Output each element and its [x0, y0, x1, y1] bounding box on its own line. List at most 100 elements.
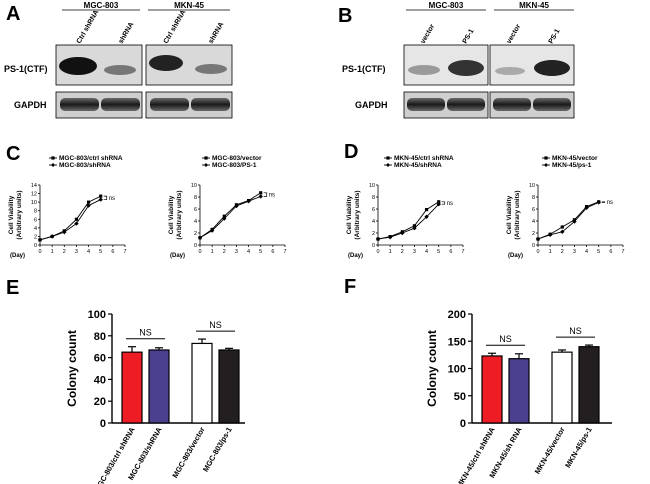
blot-a-lane-3: Ctrl shRNA: [163, 9, 188, 45]
data-point: [246, 199, 251, 204]
blot-a-lane-2: shRNA: [118, 21, 136, 45]
data-point: [584, 205, 589, 210]
data-point: [222, 214, 226, 218]
y-axis-label-units: (Arbitrary units): [176, 190, 183, 239]
y-axis-label: Cell Viability: [168, 195, 175, 234]
x-tick-label: 3: [573, 249, 576, 255]
x-tick-label: 5: [99, 249, 102, 255]
bar: [148, 349, 170, 424]
x-tick-label: 1: [549, 249, 552, 255]
blot-b-group-mkn45: MKN-45: [519, 1, 549, 10]
y-tick-label: 40: [94, 374, 106, 386]
ns-bracket: [263, 192, 268, 197]
y-axis-label: Cell Viability: [506, 195, 513, 234]
legend-label: MGC-803/vector: [212, 155, 262, 162]
blot-a-row-ps1: PS-1(CTF): [4, 64, 48, 74]
ns-annotation: ns: [109, 196, 115, 202]
legend-marker: [204, 163, 208, 167]
bar: [191, 342, 213, 424]
y-tick-label: 0: [372, 243, 375, 249]
series-line-1: [377, 203, 440, 240]
x-tick-label: 2: [223, 249, 226, 255]
data-point: [560, 229, 565, 234]
x-tick-label: 3: [75, 249, 78, 255]
y-tick-label: 2: [372, 231, 375, 237]
x-tick-label: 2: [401, 249, 404, 255]
legend-marker: [386, 163, 390, 167]
x-tick-label: 5: [437, 249, 440, 255]
x-tick-label: 7: [461, 249, 464, 255]
blot-b-group-mgc803: MGC-803: [429, 1, 464, 10]
data-point: [400, 230, 405, 236]
blot-a-group-mgc803: MGC-803: [84, 1, 119, 10]
bar: [551, 351, 573, 424]
y-tick-label: 20: [94, 396, 106, 408]
x-tick-label: 2: [63, 249, 66, 255]
y-tick-label: 150: [448, 336, 466, 348]
blot-a-lane-1: Ctrl shRNA: [76, 9, 101, 45]
x-tick-label: 1: [211, 249, 214, 255]
x-tick-label: 4: [247, 249, 250, 255]
data-point: [234, 203, 239, 209]
data-point: [437, 200, 441, 204]
panel-label-d: D: [344, 141, 358, 163]
series-line-1: [39, 199, 101, 241]
x-tick-label: 2: [561, 249, 564, 255]
legend-marker: [386, 156, 390, 160]
data-point: [74, 221, 79, 226]
x-tick-label: 4: [87, 249, 90, 255]
y-tick-label: 0: [532, 243, 535, 249]
panel-label-e: E: [6, 277, 19, 299]
data-point: [375, 236, 381, 242]
y-tick-label: 4: [372, 219, 375, 225]
legend-label: MGC-803/ctrl shRNA: [59, 155, 123, 162]
y-tick-label: 0: [460, 418, 466, 430]
data-point: [424, 214, 429, 219]
category-label: MKN-45/vector: [533, 425, 567, 475]
y-tick-label: 2: [34, 234, 37, 240]
bar: [218, 349, 240, 424]
y-axis-label-units: (Arbitrary units): [514, 190, 521, 239]
panel-label-b: B: [338, 5, 352, 27]
series-line-0: [39, 195, 101, 241]
legend-marker: [51, 156, 55, 160]
y-tick-label: 2: [194, 231, 197, 237]
significance-label: NS: [569, 326, 582, 336]
significance-label: NS: [209, 320, 222, 330]
x-axis-label: (Day): [10, 253, 25, 259]
category-label: MKN-45/ps-1: [563, 426, 594, 470]
x-tick-label: 6: [449, 249, 452, 255]
y-tick-label: 2: [532, 231, 535, 237]
data-point: [572, 219, 577, 224]
ns-bracket: [103, 195, 108, 200]
blot-b-lane-2: PS-1: [462, 28, 476, 45]
blot-a-lane-4: shRNA: [208, 21, 226, 45]
x-tick-label: 1: [389, 249, 392, 255]
x-tick-label: 1: [51, 249, 54, 255]
x-tick-label: 0: [198, 249, 201, 255]
ns-annotation: ns: [269, 193, 275, 199]
blot-b-row-ps1: PS-1(CTF): [342, 64, 386, 74]
y-tick-label: 100: [88, 309, 106, 321]
line-chart-d2: 0 1 2 3 4 5 6 7 0 2 4 6 8 10 (Day) Cell Viability (Arbit…: [506, 155, 625, 259]
series-line-0: [537, 201, 599, 240]
x-tick-label: 7: [283, 249, 286, 255]
x-axis-label: (Day): [348, 253, 363, 259]
y-axis-label: Cell Viability: [8, 195, 15, 234]
x-tick-label: 6: [111, 249, 114, 255]
significance-label: NS: [499, 334, 512, 344]
y-tick-label: 8: [372, 195, 375, 201]
series-line-1: [199, 195, 261, 239]
x-tick-label: 7: [123, 249, 126, 255]
x-axis-label: (Day): [170, 253, 185, 259]
ns-bracket: [441, 201, 446, 205]
legend-marker: [544, 156, 548, 160]
series-line-1: [537, 201, 599, 240]
legend-label: MGC-803/shRNA: [59, 162, 111, 169]
legend-label: MKN-45/shRNA: [394, 162, 442, 169]
y-tick-label: 80: [94, 331, 106, 343]
data-point: [412, 226, 417, 231]
y-tick-label: 10: [31, 200, 37, 206]
